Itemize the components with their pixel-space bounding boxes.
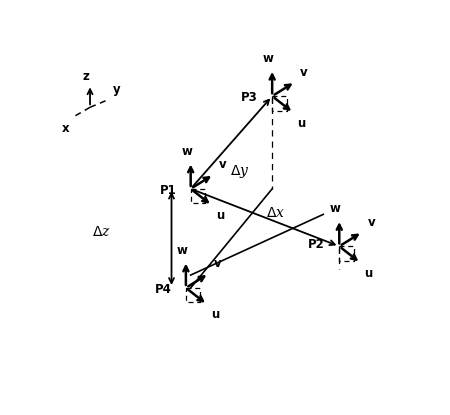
Text: P3: P3 xyxy=(241,91,258,104)
Text: $\Delta$y: $\Delta$y xyxy=(230,163,250,180)
Text: $\Delta$x: $\Delta$x xyxy=(266,206,285,220)
Text: w: w xyxy=(176,244,187,257)
Text: P1: P1 xyxy=(160,184,176,197)
Text: y: y xyxy=(113,83,121,96)
Text: v: v xyxy=(300,66,308,78)
Text: $\Delta$z: $\Delta$z xyxy=(92,225,111,239)
Text: u: u xyxy=(211,308,220,322)
Text: w: w xyxy=(330,203,341,215)
Text: u: u xyxy=(364,267,373,280)
Text: w: w xyxy=(181,145,192,158)
Text: P4: P4 xyxy=(155,283,171,296)
Text: v: v xyxy=(219,158,226,171)
Text: v: v xyxy=(367,216,375,229)
Text: x: x xyxy=(62,122,69,136)
Text: u: u xyxy=(216,209,224,222)
Text: u: u xyxy=(297,117,306,130)
Text: v: v xyxy=(214,257,222,270)
Text: z: z xyxy=(83,71,90,83)
Text: P2: P2 xyxy=(308,238,325,251)
Text: w: w xyxy=(262,52,274,65)
